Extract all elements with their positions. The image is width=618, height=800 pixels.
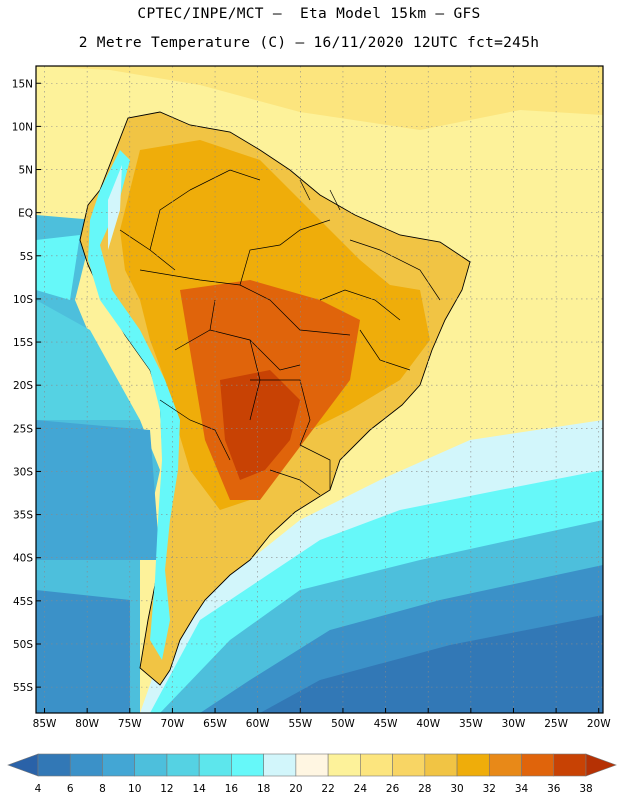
lon-tick-label: 35W	[459, 718, 483, 730]
pacific-cold-south-field	[36, 590, 130, 713]
legend-label: 6	[67, 783, 74, 795]
legend-swatch	[263, 753, 297, 777]
legend-swatch	[102, 753, 136, 777]
lon-tick-label: 20W	[587, 718, 611, 730]
lat-tick-label: 40S	[13, 553, 33, 565]
lat-tick-label: 5N	[18, 165, 33, 177]
legend-swatch	[69, 753, 103, 777]
legend-swatch	[521, 753, 555, 777]
legend-label: 28	[418, 783, 431, 795]
legend-label: 38	[579, 783, 592, 795]
legend-label: 4	[35, 783, 42, 795]
pacific-south-field	[36, 420, 160, 560]
lat-tick-label: 25S	[13, 423, 33, 435]
pacific-equatorial-field	[36, 235, 80, 300]
legend-swatch	[424, 753, 458, 777]
legend-label: 24	[354, 783, 368, 795]
lat-tick-label: 15N	[12, 78, 33, 90]
lat-tick-label: 50S	[13, 639, 33, 651]
legend-label: 20	[289, 783, 302, 795]
lat-tick-label: 45S	[13, 596, 33, 608]
lon-tick-label: 50W	[331, 718, 355, 730]
country-borders	[119, 169, 441, 496]
lat-tick-label: EQ	[18, 208, 33, 220]
lon-tick-label: 55W	[288, 718, 312, 730]
lon-tick-label: 80W	[75, 718, 99, 730]
color-legend: 4 6 8 10 12 14 16 18 20 22 24 26 28 30 32 34 36 38	[7, 753, 617, 795]
legend-swatch	[327, 753, 361, 777]
warm-caribbean-field	[36, 66, 603, 130]
legend-label: 32	[483, 783, 496, 795]
legend-label: 16	[225, 783, 239, 795]
latitude-labels: 15N 10N 5N EQ 5S 10S 15S 20S 25S 30S 35S 40S 45S 50S 5…	[12, 78, 41, 694]
lat-tick-label: 30S	[13, 466, 33, 478]
longitude-labels: 85W 80W 75W 70W 65W 60W 55W 50W 45W 40W 35W 30W 25W 2…	[33, 708, 611, 730]
legend-swatch	[198, 753, 232, 777]
legend-swatch	[360, 753, 393, 777]
legend-arrow-high	[585, 753, 617, 777]
legend-label: 36	[547, 783, 561, 795]
legend-label: 14	[192, 783, 206, 795]
legend-swatch	[553, 753, 587, 777]
legend-label: 30	[450, 783, 463, 795]
legend-label: 12	[160, 783, 173, 795]
lon-tick-label: 40W	[416, 718, 440, 730]
legend-label: 10	[128, 783, 141, 795]
lon-tick-label: 30W	[502, 718, 526, 730]
lat-tick-label: 20S	[13, 380, 33, 392]
legend-label: 34	[515, 783, 529, 795]
lon-tick-label: 70W	[161, 718, 185, 730]
lat-tick-label: 35S	[13, 510, 33, 522]
atlantic-coldest-field	[260, 615, 603, 713]
lon-tick-label: 65W	[203, 718, 227, 730]
chart-title: CPTEC/INPE/MCT – Eta Model 15km – GFS	[137, 6, 481, 22]
lon-tick-label: 25W	[544, 718, 568, 730]
map-frame	[35, 65, 604, 714]
legend-swatch	[37, 753, 71, 777]
legend-label: 26	[386, 783, 400, 795]
lon-tick-label: 45W	[374, 718, 398, 730]
legend-swatch	[456, 753, 490, 777]
legend-label: 18	[257, 783, 270, 795]
legend-label: 8	[99, 783, 106, 795]
lat-tick-label: 55S	[13, 682, 33, 694]
hottest-chaco-region	[220, 370, 300, 480]
legend-label: 22	[321, 783, 334, 795]
lat-tick-label: 15S	[13, 337, 33, 349]
lat-tick-label: 10S	[13, 294, 33, 306]
andes-north-strip	[108, 165, 122, 250]
legend-arrow-low	[7, 753, 39, 777]
legend-swatch	[392, 753, 426, 777]
andes-cold-strip	[88, 150, 180, 660]
legend-swatch	[295, 753, 329, 777]
lat-tick-label: 10N	[12, 121, 33, 133]
lon-tick-label: 75W	[118, 718, 142, 730]
lon-tick-label: 85W	[33, 718, 57, 730]
lat-tick-label: 5S	[20, 251, 34, 263]
pacific-coastal-field	[36, 300, 140, 420]
chart-subtitle: 2 Metre Temperature (C) – 16/11/2020 12U…	[78, 35, 540, 51]
legend-swatch	[231, 753, 264, 777]
lon-tick-label: 60W	[246, 718, 270, 730]
legend-swatch	[488, 753, 522, 777]
legend-swatch	[134, 753, 168, 777]
legend-swatch	[166, 753, 200, 777]
